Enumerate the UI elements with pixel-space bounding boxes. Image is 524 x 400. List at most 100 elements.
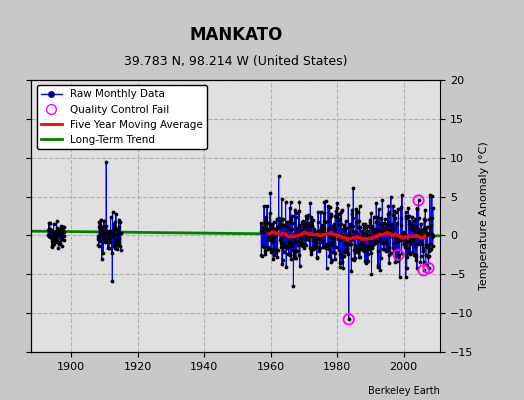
Point [265, 227, 273, 233]
Point [309, 243, 317, 249]
Point [101, 239, 109, 245]
Point [337, 231, 345, 238]
Point [422, 252, 430, 258]
Point [405, 250, 413, 256]
Point [117, 230, 125, 236]
Point [299, 220, 308, 226]
Point [357, 245, 366, 252]
Point [320, 224, 328, 231]
Point [275, 218, 283, 224]
Point [379, 239, 387, 246]
Point [404, 250, 412, 256]
Point [371, 226, 379, 232]
Point [422, 261, 430, 267]
Point [55, 226, 63, 232]
Point [340, 252, 348, 259]
Point [303, 215, 311, 222]
Point [265, 232, 274, 238]
Point [297, 228, 305, 234]
Point [378, 222, 386, 229]
Point [388, 244, 397, 251]
Point [403, 244, 412, 251]
Point [342, 240, 351, 247]
Point [281, 232, 289, 238]
Point [296, 199, 304, 206]
Point [302, 224, 310, 230]
Point [393, 231, 401, 238]
Point [116, 219, 125, 226]
Point [389, 225, 397, 231]
Point [272, 250, 280, 256]
Point [110, 224, 118, 231]
Point [278, 222, 287, 228]
Point [364, 233, 373, 240]
Point [59, 236, 68, 243]
Point [399, 229, 407, 236]
Point [374, 238, 383, 244]
Point [410, 218, 418, 224]
Point [405, 218, 413, 224]
Point [333, 205, 342, 211]
Point [356, 254, 364, 260]
Point [260, 225, 268, 231]
Point [45, 220, 53, 226]
Point [115, 234, 124, 241]
Point [107, 229, 115, 236]
Point [326, 259, 335, 265]
Point [284, 251, 292, 257]
Point [322, 245, 330, 251]
Point [56, 233, 64, 239]
Point [259, 243, 267, 249]
Point [276, 222, 284, 228]
Point [356, 242, 365, 249]
Point [377, 255, 385, 262]
Point [325, 253, 334, 259]
Point [274, 224, 282, 231]
Point [103, 245, 112, 252]
Point [270, 230, 279, 236]
Point [46, 220, 54, 226]
Point [414, 197, 423, 204]
Point [408, 238, 416, 244]
Point [354, 248, 363, 255]
Point [365, 232, 373, 238]
Point [337, 209, 345, 215]
Point [313, 227, 322, 234]
Point [380, 246, 388, 252]
Legend: Raw Monthly Data, Quality Control Fail, Five Year Moving Average, Long-Term Tren: Raw Monthly Data, Quality Control Fail, … [37, 85, 207, 149]
Point [298, 227, 307, 233]
Point [287, 240, 296, 246]
Point [301, 212, 310, 219]
Point [44, 232, 52, 238]
Point [381, 236, 390, 243]
Point [387, 230, 395, 237]
Point [329, 249, 337, 255]
Point [114, 217, 123, 223]
Point [268, 221, 276, 228]
Point [265, 228, 273, 234]
Point [342, 217, 350, 224]
Point [267, 222, 275, 229]
Point [58, 236, 67, 242]
Point [412, 205, 421, 211]
Point [346, 220, 354, 227]
Point [401, 209, 410, 215]
Point [341, 247, 349, 253]
Point [368, 235, 377, 242]
Point [97, 217, 105, 224]
Point [388, 221, 396, 227]
Point [362, 244, 370, 250]
Point [403, 238, 411, 244]
Point [276, 237, 285, 244]
Point [379, 219, 388, 226]
Point [110, 242, 118, 249]
Point [274, 247, 282, 253]
Point [114, 241, 122, 248]
Point [60, 224, 69, 230]
Point [428, 192, 436, 199]
Point [290, 207, 299, 213]
Point [292, 214, 300, 220]
Point [378, 197, 387, 203]
Point [55, 230, 63, 236]
Point [362, 223, 370, 230]
